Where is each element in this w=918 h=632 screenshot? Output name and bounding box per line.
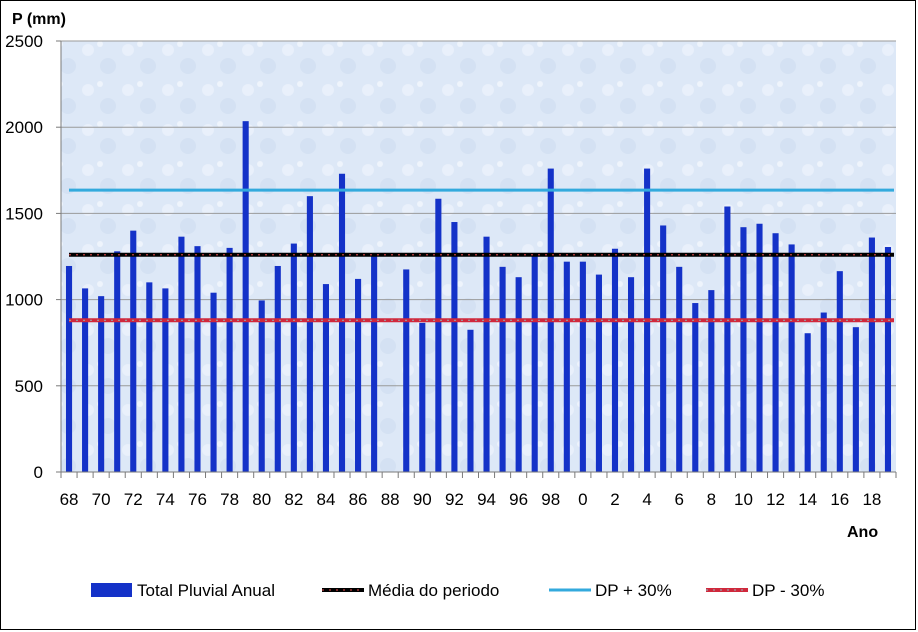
bar: [242, 121, 249, 472]
bar: [852, 327, 859, 472]
bar: [499, 266, 506, 472]
bar: [467, 329, 474, 472]
bar: [676, 266, 683, 472]
legend-label: DP + 30%: [595, 581, 672, 600]
x-tick-label: 70: [92, 490, 111, 509]
y-tick-label: 1000: [5, 291, 43, 310]
legend-label: Total Pluvial Anual: [137, 581, 275, 600]
bar: [627, 277, 635, 472]
x-tick-label: 4: [642, 490, 651, 509]
legend: Total Pluvial Anual Média do periodo DP + …: [91, 581, 824, 600]
x-tick-label: 72: [124, 490, 143, 509]
bar: [162, 288, 169, 472]
x-tick-label: 90: [413, 490, 432, 509]
bar: [820, 312, 827, 472]
bar: [740, 227, 747, 472]
bar: [403, 269, 410, 472]
legend-label: Média do periodo: [368, 581, 499, 600]
bar: [692, 303, 699, 472]
bar: [836, 271, 843, 472]
bar: [531, 256, 538, 472]
bar: [290, 243, 297, 472]
bar: [65, 265, 73, 472]
x-tick-label: 80: [252, 490, 271, 509]
bar: [660, 225, 667, 472]
y-axis-title: P (mm): [12, 11, 66, 28]
bar: [772, 233, 779, 472]
bar: [338, 173, 346, 473]
legend-swatch-bar: [91, 583, 132, 597]
x-tick-label: 82: [284, 490, 303, 509]
x-tick-label: 12: [766, 490, 785, 509]
bar: [258, 300, 265, 472]
bar: [178, 236, 185, 472]
x-tick-label: 94: [477, 490, 496, 509]
x-tick-label: 68: [60, 490, 79, 509]
x-tick-label: 10: [734, 490, 753, 509]
x-axis-title: Ano: [847, 524, 878, 541]
bar: [788, 244, 795, 472]
bar: [194, 246, 201, 472]
bar: [595, 274, 602, 472]
bar: [563, 261, 570, 472]
x-tick-label: 0: [578, 490, 587, 509]
bar: [451, 222, 458, 472]
bar: [579, 261, 586, 472]
x-tick-label: 14: [798, 490, 817, 509]
x-tick-label: 6: [674, 490, 683, 509]
x-tick-label: 78: [220, 490, 239, 509]
bar: [756, 223, 763, 472]
x-tick-label: 92: [445, 490, 464, 509]
x-tick-label: 8: [707, 490, 716, 509]
bar: [210, 292, 217, 472]
bar: [611, 248, 619, 472]
y-tick-label: 2000: [5, 118, 43, 137]
bar: [226, 247, 233, 472]
bar: [515, 277, 522, 472]
x-tick-label: 18: [862, 490, 881, 509]
x-tick-label: 2: [610, 490, 619, 509]
y-tick-label: 1500: [5, 204, 43, 223]
x-tick-label: 98: [541, 490, 560, 509]
bar: [483, 236, 490, 472]
bar: [322, 284, 330, 472]
bar: [274, 265, 281, 472]
bar: [130, 230, 137, 472]
legend-label: DP - 30%: [752, 581, 824, 600]
x-tick-label: 16: [830, 490, 849, 509]
y-tick-label: 2500: [5, 32, 43, 51]
bar: [371, 255, 378, 472]
bar: [435, 198, 442, 472]
bar: [306, 196, 313, 472]
bar: [355, 278, 362, 472]
x-tick-label: 76: [188, 490, 207, 509]
bar: [884, 247, 892, 472]
bar: [804, 333, 811, 472]
y-tick-label: 500: [15, 377, 43, 396]
x-tick-label: 84: [316, 490, 335, 509]
y-tick-label: 0: [34, 463, 43, 482]
x-tick-label: 86: [349, 490, 368, 509]
bar: [82, 288, 89, 472]
x-tick-label: 88: [381, 490, 400, 509]
bar: [708, 290, 715, 472]
bar: [114, 251, 121, 472]
bar: [419, 322, 426, 472]
bar: [868, 237, 875, 472]
bar: [724, 206, 731, 472]
x-tick-label: 74: [156, 490, 175, 509]
x-tick-label: 96: [509, 490, 528, 509]
bar: [146, 282, 153, 472]
bar: [98, 296, 105, 472]
